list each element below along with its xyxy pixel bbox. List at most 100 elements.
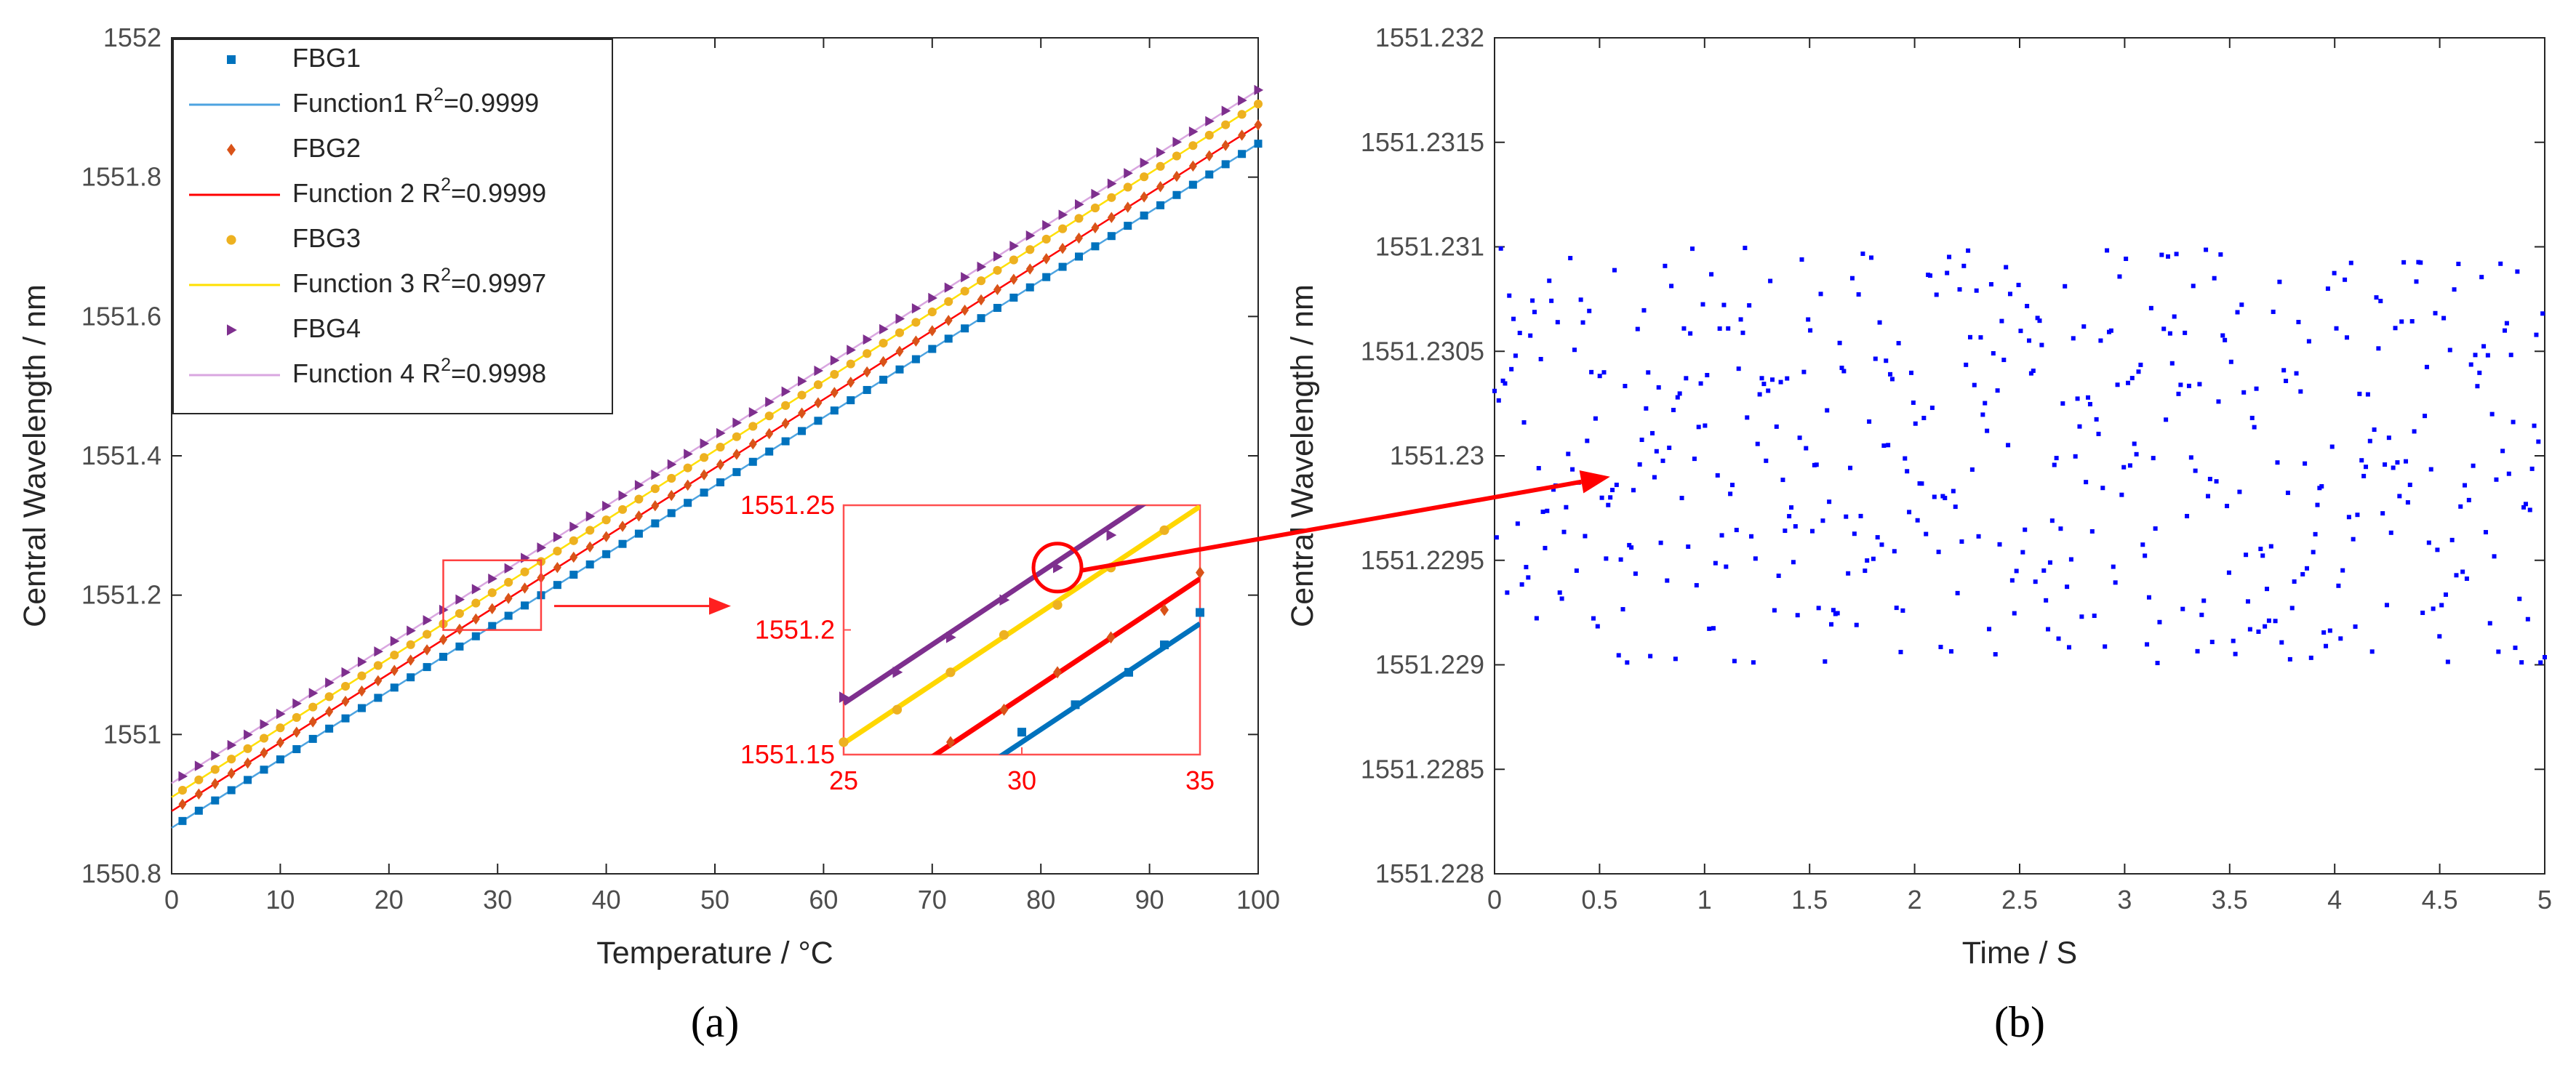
scatter-point	[1536, 466, 1541, 471]
scatter-point	[2178, 382, 2183, 387]
scatter-point	[1806, 317, 1811, 322]
scatter-point	[1599, 495, 1604, 500]
data-point	[927, 308, 937, 317]
scatter-point	[2046, 627, 2051, 632]
data-point	[634, 494, 644, 504]
data-point	[944, 282, 954, 293]
data-point	[553, 581, 561, 590]
data-point	[618, 521, 627, 532]
scatter-point	[2127, 463, 2132, 468]
scatter-point	[1629, 545, 1634, 550]
scatter-point	[2113, 580, 2118, 585]
scatter-point	[1856, 292, 1861, 297]
scatter-point	[2369, 649, 2375, 654]
data-point	[684, 479, 692, 491]
scatter-point	[1860, 252, 1865, 257]
scatter-point	[2423, 414, 2428, 419]
legend-r2-value: =0.9999	[451, 178, 546, 208]
scatter-point	[1639, 438, 1644, 443]
scatter-point	[1667, 445, 1672, 450]
x-tick-label: 90	[1135, 885, 1164, 915]
scatter-point	[1808, 328, 1813, 333]
scatter-point	[2483, 530, 2488, 535]
scatter-point	[1532, 310, 1537, 315]
data-point	[1058, 209, 1068, 220]
scatter-point	[2306, 339, 2311, 344]
legend-label: FBG3	[292, 223, 361, 253]
scatter-point	[1513, 353, 1518, 358]
scatter-point	[2063, 284, 2068, 289]
scatter-point	[2174, 252, 2179, 257]
scatter-point	[2340, 568, 2345, 573]
scatter-point	[1759, 376, 1764, 381]
scatter-point	[1572, 347, 1577, 353]
scatter-point	[2412, 429, 2417, 434]
scatter-point	[2129, 376, 2135, 381]
scatter-point	[1865, 558, 1870, 563]
scatter-point	[2281, 368, 2287, 373]
scatter-point	[1519, 582, 1524, 587]
scatter-point	[1515, 521, 1520, 526]
data-point	[521, 582, 529, 594]
scatter-point	[2056, 636, 2061, 641]
scatter-point	[1625, 660, 1630, 665]
x-tick-label: 60	[809, 885, 838, 915]
scatter-point	[2357, 391, 2362, 396]
scatter-point	[1524, 565, 1529, 570]
scatter-point	[1635, 326, 1640, 331]
scatter-point	[2321, 630, 2327, 635]
scatter-point	[1839, 366, 1844, 371]
data-point	[521, 601, 529, 610]
scatter-point	[1677, 391, 1682, 396]
scatter-point	[2001, 358, 2007, 363]
scatter-point	[2079, 614, 2084, 619]
data-point	[830, 369, 839, 379]
legend-r2-value: =0.9999	[444, 88, 539, 118]
x-tick-label: 80	[1026, 885, 1055, 915]
scatter-point	[2284, 379, 2289, 384]
scatter-point	[1601, 370, 1607, 375]
data-point	[1254, 119, 1263, 131]
scatter-point	[1570, 467, 1575, 472]
data-point	[178, 798, 187, 811]
inset-y-tick-label: 1551.25	[740, 490, 835, 520]
inset-data-point	[1196, 608, 1204, 617]
scatter-point	[1799, 257, 1804, 262]
scatter-point	[2092, 614, 2097, 619]
panel-b-x-axis-label: Time / S	[1962, 936, 2077, 970]
scatter-point	[1496, 398, 1501, 403]
scatter-point	[2094, 417, 2099, 422]
scatter-point	[1732, 659, 1737, 664]
scatter-point	[1997, 542, 2002, 547]
data-point	[487, 588, 497, 598]
data-point	[617, 505, 628, 514]
data-point	[1107, 193, 1116, 202]
scatter-point	[2364, 465, 2369, 470]
data-point	[423, 630, 432, 639]
scatter-point	[1877, 320, 1882, 325]
data-point	[244, 776, 252, 784]
data-point	[748, 438, 757, 450]
scatter-point	[2503, 328, 2508, 333]
data-point	[634, 529, 643, 538]
scatter-point	[1764, 458, 1769, 463]
data-point	[1124, 222, 1132, 230]
scatter-point	[2115, 382, 2120, 387]
data-point	[488, 603, 497, 614]
scatter-point	[2089, 529, 2095, 534]
data-point	[178, 816, 187, 825]
data-point	[244, 729, 253, 740]
scatter-point	[2513, 646, 2518, 651]
data-point	[1025, 245, 1035, 254]
data-point	[863, 349, 872, 358]
y-tick-label: 1552	[103, 23, 161, 52]
legend-r2-value: =0.9997	[451, 268, 546, 298]
scatter-point	[1871, 556, 1876, 561]
scatter-point	[1650, 430, 1655, 435]
scatter-point	[2081, 324, 2087, 329]
scatter-point	[2119, 492, 2124, 497]
scatter-point	[1849, 276, 1855, 281]
scatter-point	[1991, 351, 1996, 356]
scatter-point	[2464, 576, 2469, 582]
scatter-point	[2353, 624, 2358, 629]
